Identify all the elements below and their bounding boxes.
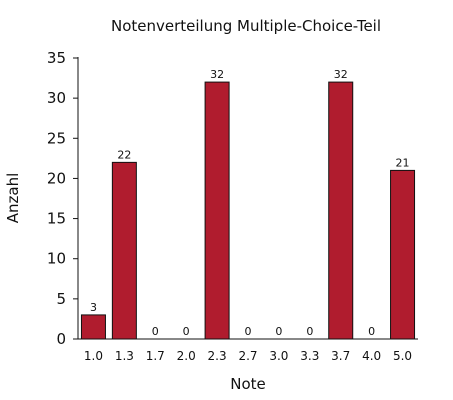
x-tick-label: 3.0 [269,349,288,363]
y-tick-label: 30 [47,89,66,107]
data-label: 0 [152,325,159,338]
data-label: 32 [334,68,348,81]
bar [111,161,137,340]
y-tick-label: 5 [56,290,66,308]
bar [390,169,416,340]
plot-area: 0 5 10 15 20 25 30 35 3 1.0 22 1.3 0 1.7 0 2.0 32 2.3 0 2.7… [47,49,418,363]
x-tick-label: 2.7 [238,349,257,363]
data-label: 32 [210,68,224,81]
data-label: 3 [90,301,97,314]
data-label: 22 [117,148,131,161]
x-tick-label: 3.7 [331,349,350,363]
x-tick-label: 2.3 [208,349,227,363]
y-tick-label: 20 [47,169,66,187]
x-tick-label: 1.7 [146,349,165,363]
data-label: 21 [396,156,410,169]
chart-title: Notenverteilung Multiple-Choice-Teil [111,17,381,35]
y-axis-label: Anzahl [4,173,22,224]
data-label: 0 [306,325,313,338]
bar [204,81,230,340]
data-label: 0 [183,325,190,338]
x-tick-label: 4.0 [362,349,381,363]
y-tick-label: 0 [56,330,66,348]
y-tick-label: 25 [47,129,66,147]
x-axis-label: Note [230,375,266,393]
data-label: 0 [275,325,282,338]
y-tick-label: 15 [47,210,66,228]
bar [80,314,106,340]
x-tick-label: 2.0 [177,349,196,363]
x-tick-label: 5.0 [393,349,412,363]
x-tick-label: 1.0 [84,349,103,363]
x-tick-label: 1.3 [115,349,134,363]
data-label: 0 [245,325,252,338]
data-label: 0 [368,325,375,338]
bar [328,81,354,340]
x-tick-label: 3.3 [300,349,319,363]
y-tick-label: 10 [47,250,66,268]
y-tick-label: 35 [47,49,66,67]
